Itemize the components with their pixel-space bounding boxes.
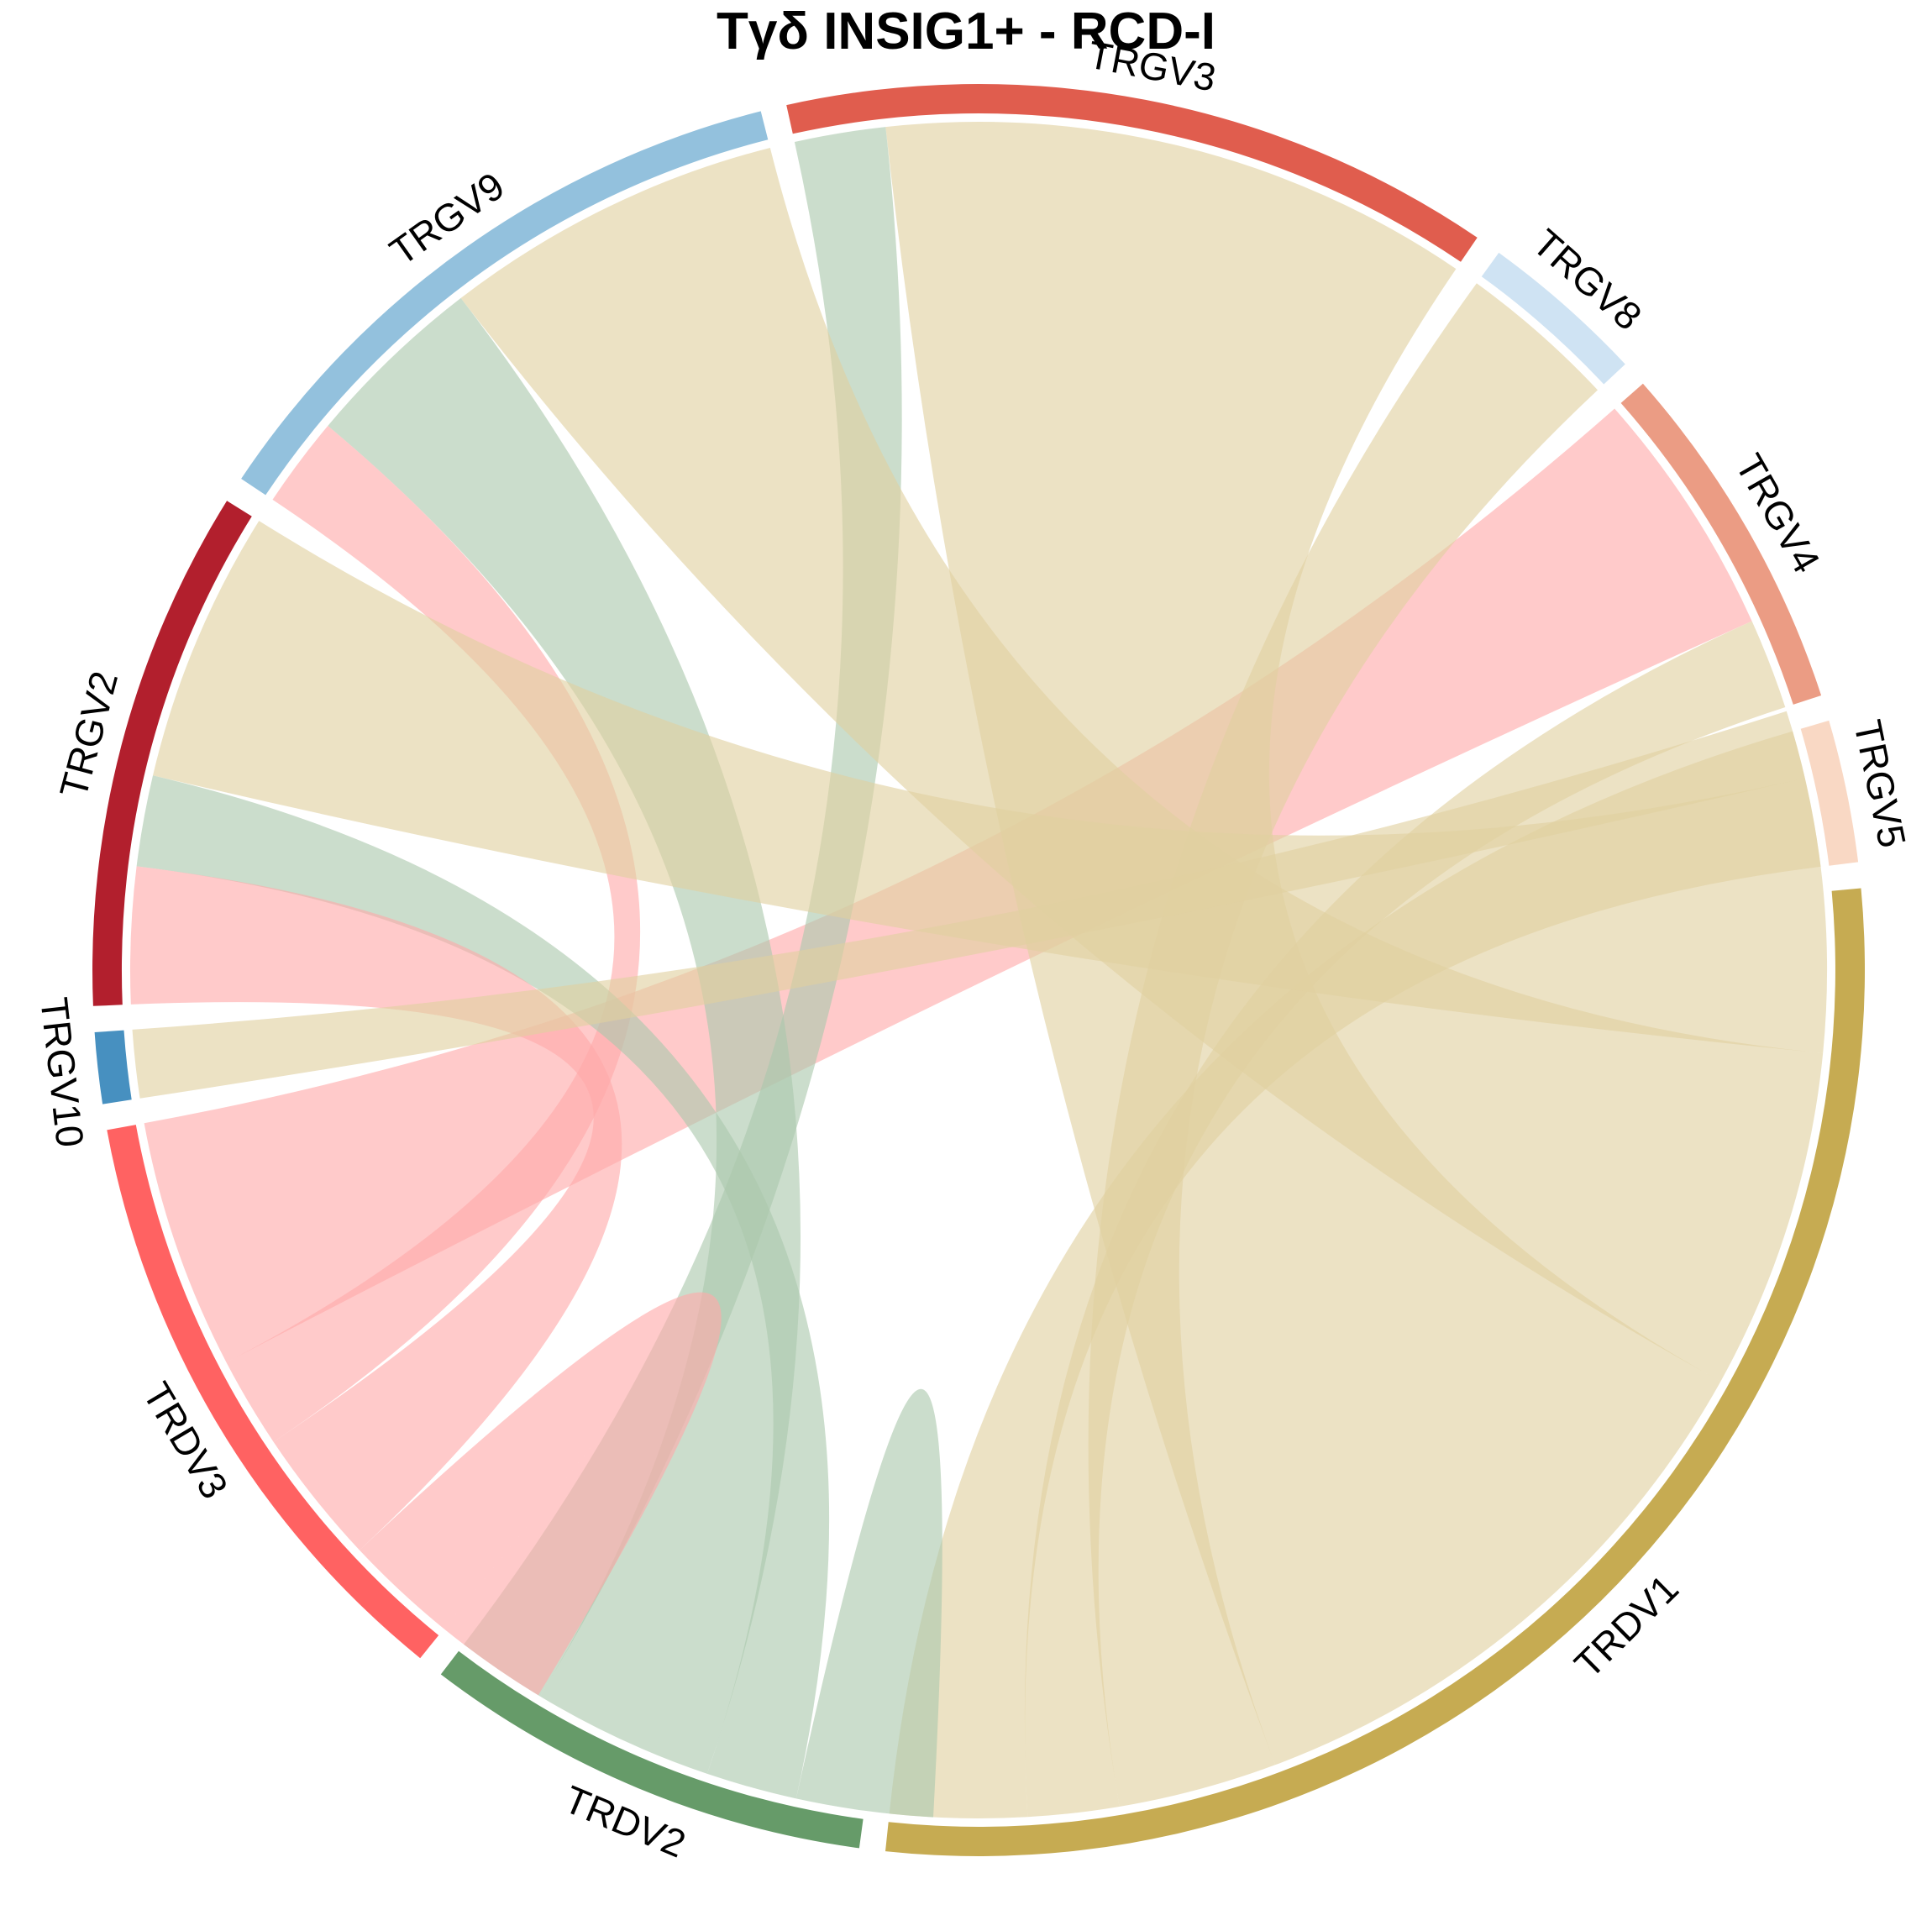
link-trgv2-trdv3 — [129, 866, 622, 1550]
sector-track-trgv8 — [1481, 252, 1625, 385]
sector-track-trgv10 — [94, 1030, 132, 1104]
sector-track-trgv3 — [786, 83, 1478, 262]
sector-track-trgv5 — [1800, 720, 1859, 866]
chart-title: Tγδ INSIG1+ - RCD-I — [717, 3, 1215, 60]
link-trgv9-trdv1 — [460, 148, 1824, 1382]
tracks-layer — [92, 83, 1866, 1856]
link-trgv10-trdv1 — [132, 711, 1805, 1099]
sector-track-trgv4 — [1620, 383, 1822, 705]
link-trdv2-trdv2 — [795, 1388, 942, 1818]
sector-label-trgv10: TRGV10 — [32, 995, 92, 1150]
sector-label-trgv3: TRGV3 — [1084, 33, 1219, 100]
sector-track-trdv3 — [107, 1125, 439, 1659]
link-trdv3-trdv3 — [360, 1292, 722, 1696]
sector-track-trdv2 — [440, 1650, 864, 1849]
link-trgv2-trdv1 — [153, 521, 1828, 1053]
sector-track-trgv2 — [92, 501, 252, 1006]
link-trgv3-trdv1 — [885, 122, 1721, 1765]
link-trgv2-trdv2 — [136, 775, 830, 1799]
sector-label-trgv5: TRGV5 — [1845, 716, 1914, 852]
links-layer — [129, 122, 1828, 1818]
sector-track-trgv9 — [241, 111, 769, 496]
